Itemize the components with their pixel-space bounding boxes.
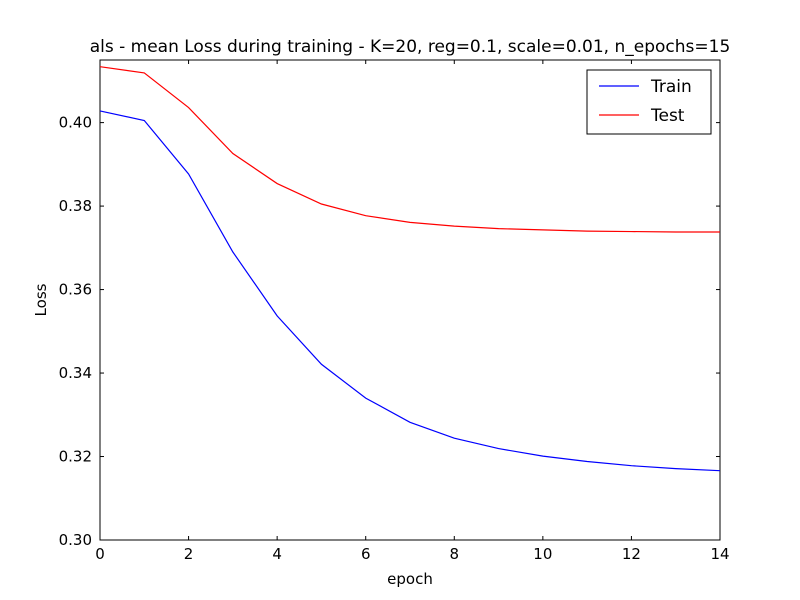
y-axis-label: Loss bbox=[32, 283, 50, 316]
y-tick-label: 0.32 bbox=[59, 448, 92, 466]
y-tick-label: 0.38 bbox=[59, 197, 92, 215]
x-tick-label: 2 bbox=[184, 545, 194, 563]
y-tick-label: 0.30 bbox=[59, 531, 92, 549]
y-tick-label: 0.34 bbox=[59, 364, 92, 382]
chart-title: als - mean Loss during training - K=20, … bbox=[90, 37, 731, 57]
series-line-train bbox=[99, 110, 721, 472]
x-tick-label: 12 bbox=[622, 545, 641, 563]
y-tick-label: 0.36 bbox=[59, 281, 92, 299]
legend-label-test: Test bbox=[650, 106, 685, 126]
x-tick-label: 14 bbox=[710, 545, 729, 563]
x-tick-label: 4 bbox=[272, 545, 282, 563]
series-line-test bbox=[99, 66, 720, 233]
legend-label-train: Train bbox=[650, 77, 692, 97]
plot-area: 0 2 4 6 8 10 12 14 0.30 0.32 0.34 0.36 0.38 0.40 Train… bbox=[59, 59, 730, 563]
x-tick-label: 8 bbox=[450, 545, 460, 563]
x-tick-label: 0 bbox=[95, 545, 105, 563]
y-tick-label: 0.40 bbox=[59, 114, 92, 132]
x-axis-label: epoch bbox=[387, 570, 433, 588]
x-tick-label: 6 bbox=[361, 545, 371, 563]
legend-box bbox=[586, 69, 712, 135]
plot-frame bbox=[99, 59, 721, 541]
x-tick-label: 10 bbox=[533, 545, 552, 563]
